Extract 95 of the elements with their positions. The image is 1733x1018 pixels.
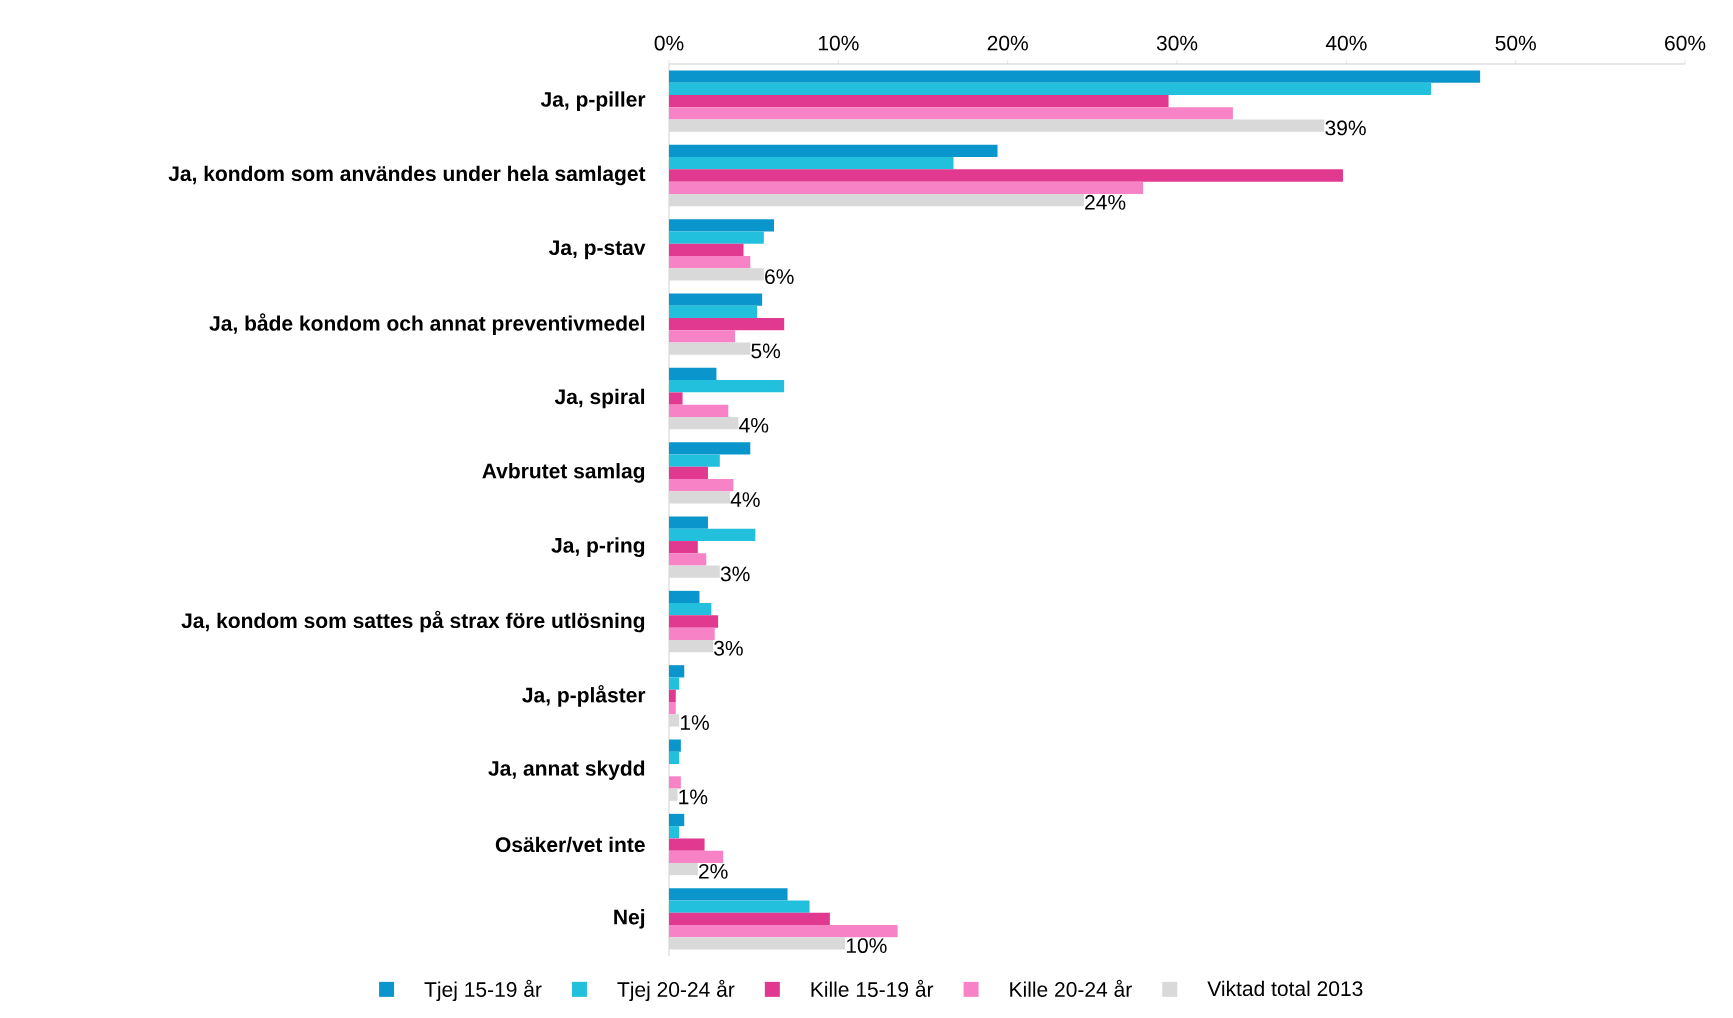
bar — [669, 193, 1084, 207]
data-label: 39% — [1325, 120, 1366, 136]
bar — [669, 367, 717, 381]
data-label: 1% — [680, 715, 709, 730]
bar — [669, 144, 998, 158]
data-label: 3% — [714, 640, 743, 656]
bar — [669, 813, 685, 827]
x-tick-label: 40% — [1325, 35, 1367, 51]
y-tick-label: Ja, kondom som användes under hela samlaget — [168, 165, 646, 186]
bar — [669, 119, 1325, 132]
bar — [669, 776, 681, 789]
bar — [669, 924, 898, 938]
bar — [669, 169, 1343, 182]
bar — [669, 442, 751, 455]
bar — [669, 850, 724, 863]
y-tick-label: Ja, p-stav — [548, 240, 646, 260]
bar — [669, 689, 676, 702]
y-tick-label: Osäker/vet inte — [495, 836, 645, 853]
y-tick-label: Ja, annat skydd — [488, 760, 645, 780]
bar — [669, 627, 715, 640]
y-tick-label: Avbrutet samlag — [482, 463, 645, 483]
bar — [669, 565, 720, 578]
bar — [669, 416, 739, 430]
bar — [669, 380, 785, 393]
bar — [669, 516, 708, 529]
data-label: 3% — [720, 566, 750, 582]
bar — [669, 107, 1233, 120]
bar — [669, 937, 846, 950]
bar — [669, 888, 788, 901]
bar — [669, 900, 810, 913]
y-tick-label: Ja, p-plåster — [522, 685, 646, 707]
bar — [669, 912, 830, 925]
bar — [669, 826, 680, 839]
x-tick-label: 30% — [1156, 35, 1198, 51]
bar — [669, 318, 785, 331]
x-tick-label: 0% — [654, 35, 684, 51]
bar — [669, 491, 730, 504]
y-tick-label: Ja, kondom som sattes på strax före utlösning — [181, 610, 645, 633]
bar — [669, 342, 751, 355]
data-label: 6% — [765, 269, 794, 285]
y-tick-label: Ja, p-ring — [551, 537, 645, 558]
bar — [669, 639, 714, 653]
data-label: 5% — [751, 343, 781, 359]
bar — [669, 553, 707, 566]
bar — [669, 603, 712, 616]
data-label: 4% — [739, 417, 769, 433]
bar — [669, 219, 774, 232]
data-label: 1% — [679, 789, 708, 805]
y-tick-label: Nej — [614, 909, 645, 929]
bar — [669, 466, 708, 479]
data-label: 4% — [730, 492, 760, 507]
bar — [669, 157, 954, 170]
bar — [669, 751, 680, 765]
bar — [669, 665, 685, 678]
bar — [669, 243, 744, 256]
bar — [669, 82, 1432, 96]
bar — [669, 838, 705, 851]
x-tick-label: 60% — [1665, 35, 1706, 51]
bar — [669, 95, 1169, 108]
bar — [669, 615, 719, 628]
bar — [669, 528, 756, 542]
bar — [669, 454, 720, 467]
bar — [669, 181, 1144, 194]
bar — [669, 701, 676, 715]
bar — [669, 268, 764, 281]
bar — [669, 305, 758, 319]
bar — [669, 677, 680, 690]
bar — [669, 255, 751, 269]
bar — [669, 788, 678, 801]
bar — [669, 862, 698, 876]
y-tick-label: Ja, både kondom och annat preventivmedel — [209, 313, 645, 335]
bar — [669, 404, 729, 417]
bar — [669, 590, 700, 604]
bar — [669, 714, 680, 727]
legend-label: Tjej 20-24 år — [617, 979, 735, 1002]
x-tick-label: 20% — [987, 35, 1028, 51]
data-label: 2% — [699, 863, 728, 879]
bar — [669, 293, 763, 306]
bar — [669, 231, 764, 244]
legend-label: Tjej 15-19 år — [424, 979, 542, 1002]
bar — [669, 541, 698, 554]
bar — [669, 739, 681, 752]
y-tick-label: Ja, p-piller — [540, 91, 646, 111]
legend-label: Viktad total 2013 — [1207, 980, 1363, 997]
bar — [669, 70, 1481, 83]
legend-label: Kille 20-24 år — [1010, 979, 1132, 997]
data-label: 24% — [1085, 194, 1126, 210]
y-tick-label: Ja, spiral — [554, 388, 645, 409]
legend-label: Kille 15-19 år — [811, 979, 934, 997]
x-tick-label: 10% — [818, 35, 859, 51]
data-label: 10% — [846, 938, 887, 954]
bar — [669, 392, 683, 405]
bar — [669, 330, 736, 343]
x-tick-label: 50% — [1495, 35, 1536, 51]
bar — [669, 478, 734, 492]
